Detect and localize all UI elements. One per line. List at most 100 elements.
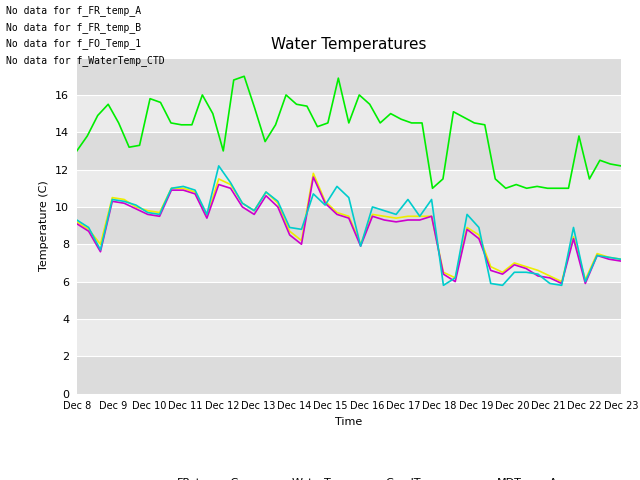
WaterT <box>416 214 424 219</box>
CondTemp <box>321 200 329 206</box>
MDTemp_A <box>156 212 163 217</box>
Text: No data for f_FO_Temp_1: No data for f_FO_Temp_1 <box>6 38 141 49</box>
Text: No data for f_WaterTemp_CTD: No data for f_WaterTemp_CTD <box>6 55 165 66</box>
MDTemp_A <box>534 271 542 277</box>
CondTemp <box>428 214 435 219</box>
WaterT <box>451 275 459 281</box>
MDTemp_A <box>108 197 116 203</box>
MDTemp_A <box>250 208 258 214</box>
FR_temp_C <box>429 185 436 191</box>
CondTemp <box>392 219 400 225</box>
CondTemp <box>274 204 282 210</box>
WaterT <box>120 197 128 203</box>
FR_temp_C <box>449 109 457 115</box>
CondTemp <box>487 267 495 273</box>
FR_temp_C <box>439 176 447 182</box>
MDTemp_A <box>392 212 400 217</box>
MDTemp_A <box>499 282 506 288</box>
Line: CondTemp: CondTemp <box>77 177 621 284</box>
WaterT <box>582 277 589 283</box>
WaterT <box>404 214 412 219</box>
Bar <box>77 132 621 169</box>
WaterT <box>298 238 305 243</box>
MDTemp_A <box>144 210 152 216</box>
Line: WaterT: WaterT <box>77 173 621 282</box>
CondTemp <box>463 227 471 232</box>
WaterT <box>310 170 317 176</box>
CondTemp <box>499 271 506 277</box>
MDTemp_A <box>440 282 447 288</box>
CondTemp <box>546 275 554 281</box>
WaterT <box>440 269 447 275</box>
MDTemp_A <box>321 202 329 208</box>
MDTemp_A <box>558 282 566 288</box>
WaterT <box>428 214 435 219</box>
WaterT <box>132 204 140 210</box>
CondTemp <box>369 214 376 219</box>
CondTemp <box>262 193 270 199</box>
CondTemp <box>191 191 199 197</box>
CondTemp <box>333 212 341 217</box>
MDTemp_A <box>617 256 625 262</box>
FR_temp_C <box>241 73 248 79</box>
Line: MDTemp_A: MDTemp_A <box>77 166 621 285</box>
CondTemp <box>558 281 566 287</box>
WaterT <box>144 208 152 214</box>
MDTemp_A <box>191 187 199 193</box>
Bar <box>77 282 621 319</box>
WaterT <box>191 189 199 195</box>
CondTemp <box>380 217 388 223</box>
WaterT <box>475 232 483 238</box>
WaterT <box>333 210 341 216</box>
MDTemp_A <box>428 197 435 203</box>
WaterT <box>356 241 364 247</box>
MDTemp_A <box>333 183 341 189</box>
WaterT <box>215 176 223 182</box>
CondTemp <box>73 221 81 227</box>
CondTemp <box>168 187 175 193</box>
CondTemp <box>356 243 364 249</box>
MDTemp_A <box>605 254 613 260</box>
Bar <box>77 319 621 356</box>
CondTemp <box>203 215 211 221</box>
CondTemp <box>416 217 424 223</box>
MDTemp_A <box>582 279 589 285</box>
CondTemp <box>522 265 530 271</box>
CondTemp <box>120 200 128 206</box>
Text: No data for f_FR_temp_B: No data for f_FR_temp_B <box>6 22 141 33</box>
MDTemp_A <box>286 225 294 230</box>
CondTemp <box>179 187 187 193</box>
FR_temp_C <box>408 120 415 126</box>
Bar <box>77 95 621 132</box>
WaterT <box>156 210 163 216</box>
CondTemp <box>250 212 258 217</box>
MDTemp_A <box>404 197 412 203</box>
CondTemp <box>593 252 601 258</box>
WaterT <box>274 200 282 206</box>
WaterT <box>179 185 187 191</box>
WaterT <box>593 251 601 256</box>
CondTemp <box>440 271 447 277</box>
CondTemp <box>534 273 542 279</box>
CondTemp <box>404 217 412 223</box>
MDTemp_A <box>463 212 471 217</box>
FR_temp_C <box>397 116 405 122</box>
MDTemp_A <box>487 281 495 287</box>
WaterT <box>392 215 400 221</box>
MDTemp_A <box>84 225 92 230</box>
MDTemp_A <box>310 191 317 197</box>
WaterT <box>250 208 258 214</box>
MDTemp_A <box>132 202 140 208</box>
CondTemp <box>617 258 625 264</box>
CondTemp <box>286 232 294 238</box>
CondTemp <box>570 236 577 241</box>
MDTemp_A <box>215 163 223 169</box>
WaterT <box>369 212 376 217</box>
MDTemp_A <box>274 198 282 204</box>
MDTemp_A <box>369 204 376 210</box>
WaterT <box>84 227 92 232</box>
CondTemp <box>239 204 246 210</box>
MDTemp_A <box>345 195 353 201</box>
CondTemp <box>310 174 317 180</box>
WaterT <box>570 234 577 240</box>
